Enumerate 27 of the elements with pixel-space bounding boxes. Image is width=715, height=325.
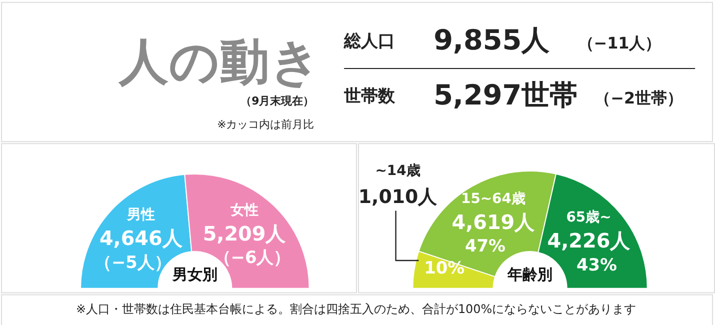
data-label: 5,209人 <box>202 222 287 246</box>
text: 9,855人 <box>434 24 551 57</box>
data-label: 4,226人 <box>547 229 632 252</box>
text: 人の動き <box>118 32 321 90</box>
text: （−11人） <box>578 34 662 53</box>
text: 世帯数 <box>343 85 396 106</box>
text: 総人口 <box>343 30 396 51</box>
text: 43% <box>576 254 617 274</box>
text: （−6人） <box>214 247 291 268</box>
data-label: 4,646人 <box>99 226 184 250</box>
slice-label: 男性 <box>126 207 155 224</box>
slice-label: ~14歳 <box>375 162 420 179</box>
data-label: 1,010人 <box>358 186 438 208</box>
text: ※カッコ内は前月比 <box>217 118 314 132</box>
text: 10% <box>424 257 465 278</box>
text: ※人口・世帯数は住民基本台帳による。割合は四捨五入のため、合計が100%にならないことがあります <box>76 302 636 316</box>
text: （9月末現在） <box>240 94 314 108</box>
slice-label: 女性 <box>229 202 258 218</box>
text: 男女別 <box>171 265 218 284</box>
text: （−2世帯） <box>594 88 684 108</box>
slice-label: 65歳~ <box>566 210 612 226</box>
text: 47% <box>465 236 506 256</box>
data-label: 4,619人 <box>452 210 536 234</box>
slice-label: 15~64歳 <box>461 190 526 207</box>
text: 年齢別 <box>506 265 553 284</box>
text: 5,297世帯 <box>434 78 578 112</box>
text: （−5人） <box>94 252 172 272</box>
